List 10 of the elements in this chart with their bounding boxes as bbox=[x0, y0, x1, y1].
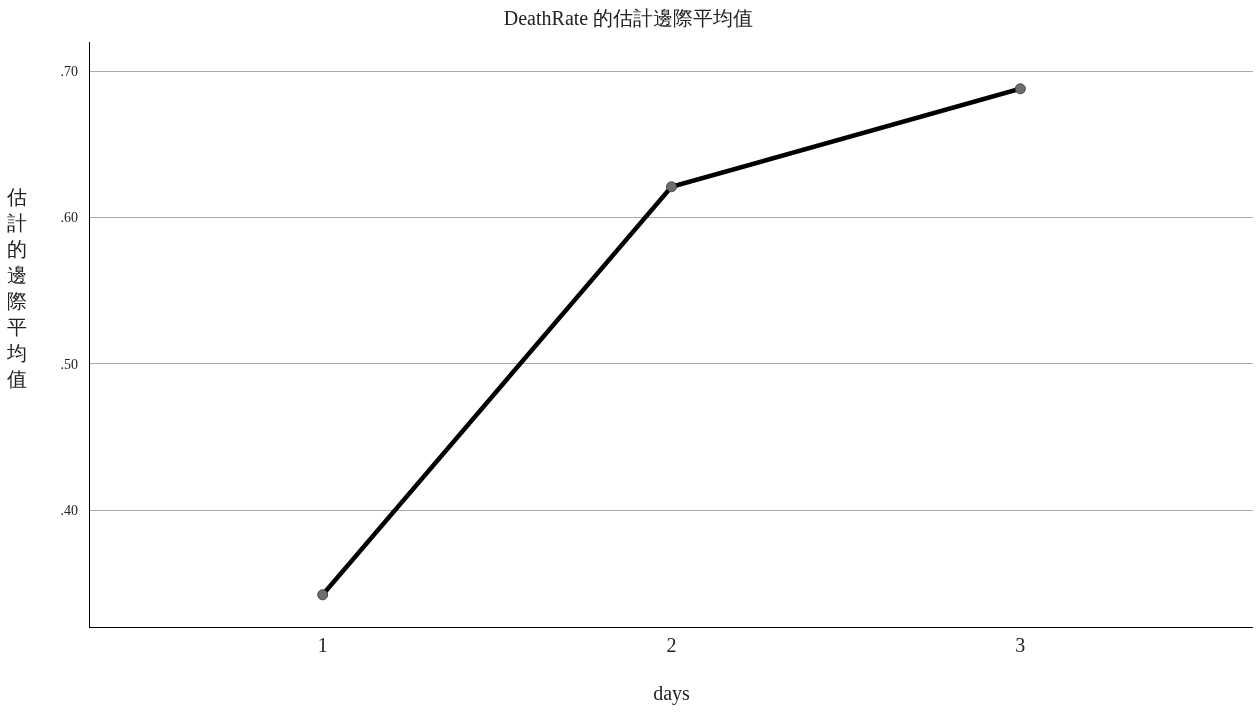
x-tick-label: 2 bbox=[666, 634, 677, 657]
x-tick-label: 1 bbox=[317, 634, 328, 657]
x-axis-title: days bbox=[653, 681, 691, 705]
y-tick-label: .40 bbox=[60, 502, 79, 518]
chart-title: DeathRate 的估計邊際平均值 bbox=[503, 6, 754, 29]
x-tick-label: 3 bbox=[1015, 634, 1026, 657]
y-tick-label: .50 bbox=[60, 356, 79, 372]
y-tick-label: .70 bbox=[60, 64, 79, 80]
y-tick-label: .60 bbox=[60, 210, 79, 226]
y-axis-title: 估計的邊際平均值 bbox=[6, 186, 27, 390]
